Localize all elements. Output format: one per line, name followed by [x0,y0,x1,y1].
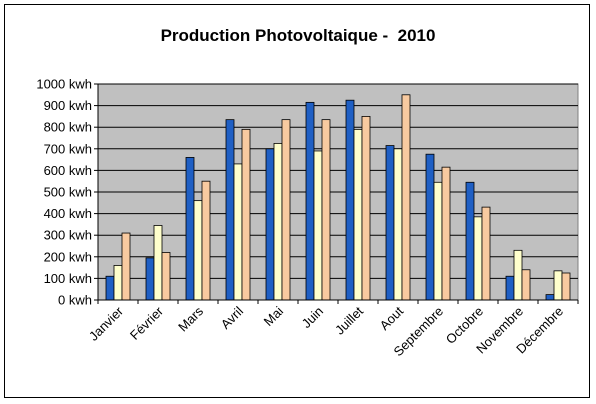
bar-juin-series-1 [305,101,315,301]
bar-avril-series-2 [233,163,243,301]
bar-janvier-series-1 [105,275,115,301]
bar-décembre-series-3 [561,272,571,301]
bar-mai-series-3 [281,119,291,301]
bar-novembre-series-3 [521,269,531,301]
bar-janvier-series-3 [121,232,131,301]
y-tick-label: 400 kwh [44,206,92,221]
bar-juin-series-3 [321,119,331,301]
bar-novembre-series-1 [505,275,515,301]
bar-septembre-series-2 [433,181,443,301]
bar-décembre-series-1 [545,294,555,301]
bar-aout-series-3 [401,94,411,301]
bar-janvier-series-2 [113,265,123,301]
x-tick-label: Mai [261,303,286,328]
y-tick-label: 0 kwh [58,293,92,308]
y-tick-label: 700 kwh [44,141,92,156]
x-tick-label: Aout [377,303,407,333]
x-tick-label: Janvier [86,303,127,344]
bar-septembre-series-3 [441,166,451,301]
x-tick-label: Avril [218,303,246,331]
x-tick-label: Juillet [332,303,366,337]
bar-aout-series-2 [393,148,403,301]
bar-mars-series-1 [185,157,195,301]
bar-avril-series-3 [241,128,251,301]
bar-décembre-series-2 [553,270,563,301]
bar-octobre-series-3 [481,206,491,301]
x-tick-label: Mars [175,303,206,334]
bar-février-series-2 [153,225,163,301]
y-tick-label: 800 kwh [44,120,92,135]
y-tick-label: 300 kwh [44,228,92,243]
bar-juillet-series-3 [361,116,371,301]
x-tick-label: Juin [299,304,326,331]
y-tick-label: 900 kwh [44,98,92,113]
bar-février-series-3 [161,252,171,301]
bar-juillet-series-2 [353,128,363,301]
bar-octobre-series-1 [465,181,475,301]
y-tick-label: 100 kwh [44,271,92,286]
chart-title: Production Photovoltaique - 2010 [160,26,436,45]
bar-juillet-series-1 [345,99,355,301]
bar-novembre-series-2 [513,249,523,301]
bar-septembre-series-1 [425,153,435,301]
bar-aout-series-1 [385,145,395,301]
y-tick-label: 1000 kwh [36,77,92,92]
x-tick-label: Février [127,303,167,343]
y-tick-label: 200 kwh [44,249,92,264]
y-tick-label: 500 kwh [44,185,92,200]
bar-mai-series-1 [265,148,275,301]
bar-mars-series-3 [201,180,211,301]
y-tick-label: 600 kwh [44,163,92,178]
bar-mars-series-2 [193,200,203,301]
bar-mai-series-2 [273,142,283,301]
bar-octobre-series-2 [473,216,483,301]
bar-juin-series-2 [313,150,323,301]
bar-avril-series-1 [225,119,235,301]
bar-février-series-1 [145,257,155,301]
